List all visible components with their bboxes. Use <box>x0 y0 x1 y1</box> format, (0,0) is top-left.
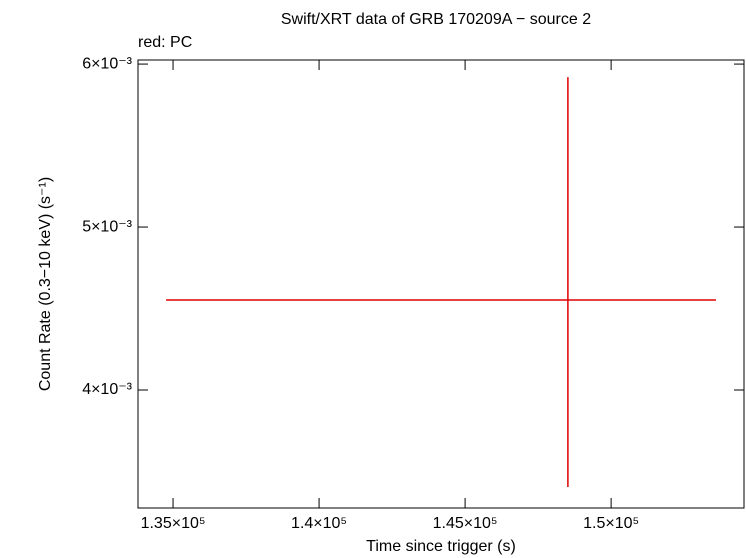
plot-frame <box>137 59 745 509</box>
y-tick-label: 6×10⁻³ <box>82 55 132 72</box>
x-tick-label: 1.45×10⁵ <box>433 515 498 532</box>
x-tick-label: 1.4×10⁵ <box>291 515 347 532</box>
y-axis-label: Count Rate (0.3−10 keV) (s⁻¹) <box>37 177 54 391</box>
y-tick-label: 5×10⁻³ <box>82 218 132 235</box>
x-tick-label: 1.35×10⁵ <box>141 515 206 532</box>
x-axis-label: Time since trigger (s) <box>366 538 516 555</box>
y-tick-label: 4×10⁻³ <box>82 381 132 398</box>
x-tick-label: 1.5×10⁵ <box>583 515 639 532</box>
chart-subtitle: red: PC <box>138 34 192 51</box>
chart-title: Swift/XRT data of GRB 170209A − source 2 <box>281 11 591 28</box>
